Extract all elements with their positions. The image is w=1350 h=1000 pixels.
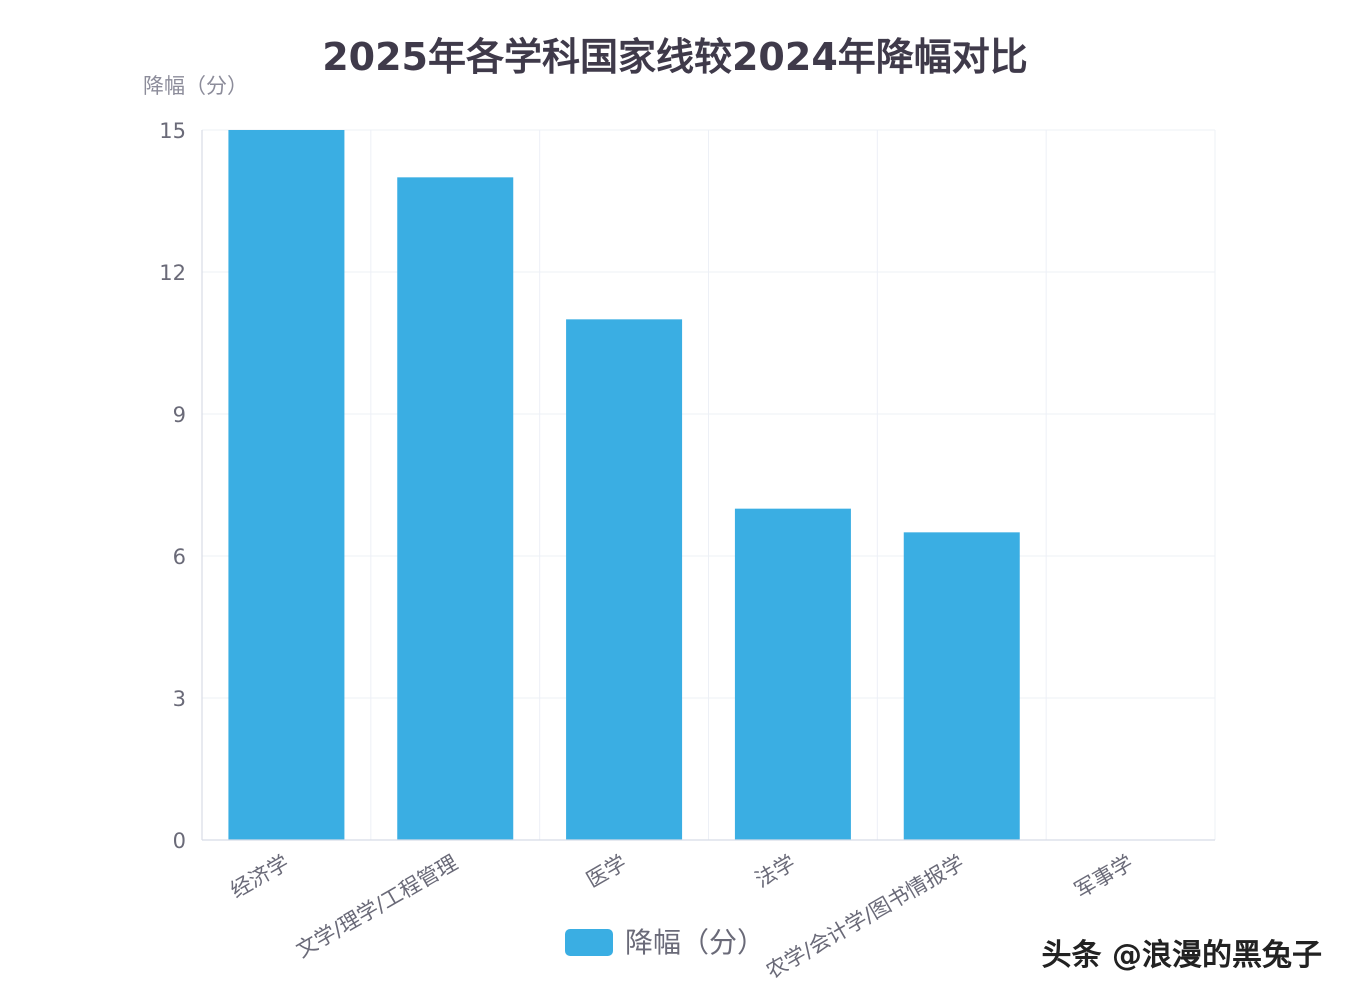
y-tick-label: 15 xyxy=(159,119,186,143)
legend[interactable]: 降幅（分） xyxy=(565,926,765,959)
chart-title: 2025年各学科国家线较2024年降幅对比 xyxy=(322,35,1028,79)
x-tick-label: 医学 xyxy=(582,851,630,893)
y-tick-label: 0 xyxy=(173,829,186,853)
bar[interactable] xyxy=(903,532,1020,840)
bar[interactable] xyxy=(228,130,345,840)
grid xyxy=(202,129,1216,840)
x-tick-label: 法学 xyxy=(751,851,799,893)
bars xyxy=(228,130,1020,841)
watermark: 头条 @浪漫的黑兔子 xyxy=(1042,938,1322,973)
x-tick-label: 军事学 xyxy=(1071,851,1138,903)
bar[interactable] xyxy=(734,508,851,840)
y-tick-label: 12 xyxy=(159,261,186,285)
bar[interactable] xyxy=(566,319,683,840)
y-tick-labels: 0 3 6 9 12 15 xyxy=(159,119,186,853)
x-tick-label: 文学/理学/工程管理 xyxy=(292,851,462,963)
x-tick-label: 经济学 xyxy=(226,851,293,903)
bar[interactable] xyxy=(397,177,514,841)
legend-swatch[interactable] xyxy=(565,929,613,956)
axes xyxy=(201,130,1215,841)
y-tick-label: 9 xyxy=(173,403,186,427)
y-axis-label: 降幅（分） xyxy=(143,74,248,98)
y-tick-label: 6 xyxy=(173,545,186,569)
legend-label[interactable]: 降幅（分） xyxy=(625,926,765,959)
y-tick-label: 3 xyxy=(173,687,186,711)
